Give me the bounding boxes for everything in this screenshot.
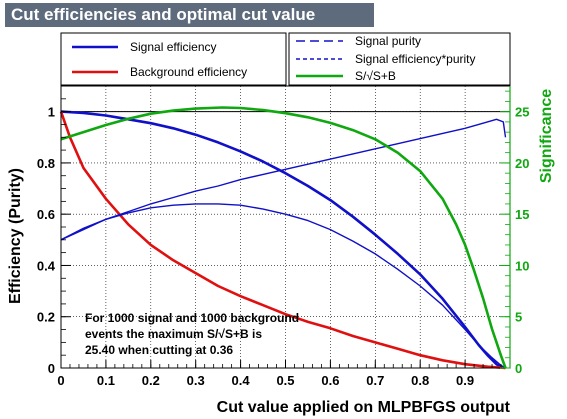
- x-tick-label: 0.3: [187, 373, 205, 388]
- y-right-tick-label: 15: [515, 207, 529, 222]
- x-tick-label: 0.1: [97, 373, 115, 388]
- axes: 0 0.1 0.2 0.3 0.4 0.5 0.6 0.7 0.8 0.9 0 0.2 0.4 0.6 0.…: [37, 85, 529, 388]
- y-tick-label: 0.4: [37, 258, 56, 273]
- x-tick-label: 0.8: [411, 373, 429, 388]
- y-tick-label: 0.6: [37, 207, 55, 222]
- x-tick-label: 0.2: [142, 373, 160, 388]
- y-right-tick-label: 10: [515, 258, 529, 273]
- legend-label-significance: S/√S+B: [355, 69, 396, 83]
- annotation: For 1000 signal and 1000 background even…: [85, 311, 299, 357]
- series-line-4: [60, 106, 507, 369]
- series-line-1: [59, 111, 506, 370]
- y-right-tick-label: 25: [515, 105, 529, 120]
- legend-label-signal-purity: Signal purity: [355, 34, 421, 48]
- y-tick-label: 0.2: [37, 310, 55, 325]
- annotation-line-2: events the maximum S/√S+B is: [85, 327, 262, 341]
- series-line-2: [60, 118, 507, 241]
- x-tick-label: 0: [57, 373, 64, 388]
- legend-left: Signal efficiency Background efficiency: [60, 32, 287, 86]
- series-layer: [59, 106, 507, 370]
- annotation-line-1: For 1000 signal and 1000 background: [85, 311, 299, 325]
- x-tick-label: 0.9: [456, 373, 474, 388]
- y-tick-label: 1: [48, 105, 55, 120]
- y-axis-right-title: Significance: [538, 89, 555, 183]
- y-axis-title: Efficiency (Purity): [7, 168, 24, 304]
- y-right-tick-label: 0: [515, 361, 522, 376]
- x-tick-label: 0.7: [366, 373, 384, 388]
- series-line-3: [60, 203, 506, 369]
- annotation-line-3: 25.40 when cutting at 0.36: [85, 343, 233, 357]
- x-tick-label: 0.6: [321, 373, 339, 388]
- legend-right: Signal purity Signal efficiency*purity S…: [288, 32, 511, 86]
- grid-lines: [61, 86, 510, 368]
- legend-label-background-efficiency: Background efficiency: [130, 65, 247, 79]
- chart-title: Cut efficiencies and optimal cut value: [5, 3, 374, 27]
- legend-label-signal-efficiency: Signal efficiency: [130, 40, 217, 54]
- y-right-tick-label: 5: [515, 310, 522, 325]
- legend-label-signal-efficiency-purity: Signal efficiency*purity: [355, 52, 476, 66]
- x-axis-title: Cut value applied on MLPBFGS output: [217, 399, 511, 416]
- x-tick-label: 0.4: [232, 373, 251, 388]
- y-tick-label: 0: [48, 361, 55, 376]
- y-tick-label: 0.8: [37, 156, 55, 171]
- x-tick-label: 0.5: [276, 373, 294, 388]
- y-right-tick-label: 20: [515, 156, 529, 171]
